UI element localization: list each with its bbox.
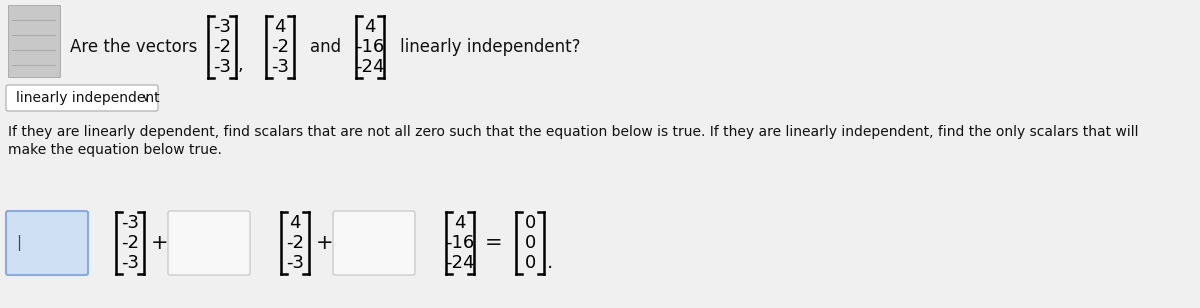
Text: 4: 4 xyxy=(275,18,286,36)
Text: ∨: ∨ xyxy=(142,93,150,103)
Text: 0: 0 xyxy=(524,254,535,272)
Text: =: = xyxy=(485,233,503,253)
Text: 4: 4 xyxy=(365,18,376,36)
Text: ,: , xyxy=(238,56,242,74)
Text: -24: -24 xyxy=(445,254,475,272)
Text: .: . xyxy=(547,253,553,273)
Text: make the equation below true.: make the equation below true. xyxy=(8,143,222,157)
Text: 0: 0 xyxy=(524,214,535,232)
Text: -2: -2 xyxy=(214,38,230,56)
FancyBboxPatch shape xyxy=(8,5,60,77)
Text: Are the vectors: Are the vectors xyxy=(70,38,197,56)
Text: -3: -3 xyxy=(214,18,230,36)
Text: -3: -3 xyxy=(271,58,289,76)
Text: -2: -2 xyxy=(121,234,139,252)
FancyBboxPatch shape xyxy=(168,211,250,275)
Text: linearly independent?: linearly independent? xyxy=(400,38,581,56)
Text: -2: -2 xyxy=(286,234,304,252)
Text: +: + xyxy=(151,233,169,253)
Text: +: + xyxy=(316,233,334,253)
Text: 4: 4 xyxy=(455,214,466,232)
Text: -3: -3 xyxy=(214,58,230,76)
Text: |: | xyxy=(16,235,22,251)
Text: 4: 4 xyxy=(289,214,301,232)
FancyBboxPatch shape xyxy=(6,211,88,275)
Text: -2: -2 xyxy=(271,38,289,56)
Text: and: and xyxy=(310,38,341,56)
Text: -3: -3 xyxy=(286,254,304,272)
Text: -3: -3 xyxy=(121,254,139,272)
Text: -16: -16 xyxy=(355,38,385,56)
FancyBboxPatch shape xyxy=(334,211,415,275)
Text: -3: -3 xyxy=(121,214,139,232)
Text: 0: 0 xyxy=(524,234,535,252)
Text: -16: -16 xyxy=(445,234,475,252)
Text: -24: -24 xyxy=(355,58,385,76)
Text: linearly independent: linearly independent xyxy=(16,91,160,105)
FancyBboxPatch shape xyxy=(6,85,158,111)
Text: If they are linearly dependent, find scalars that are not all zero such that the: If they are linearly dependent, find sca… xyxy=(8,125,1139,139)
